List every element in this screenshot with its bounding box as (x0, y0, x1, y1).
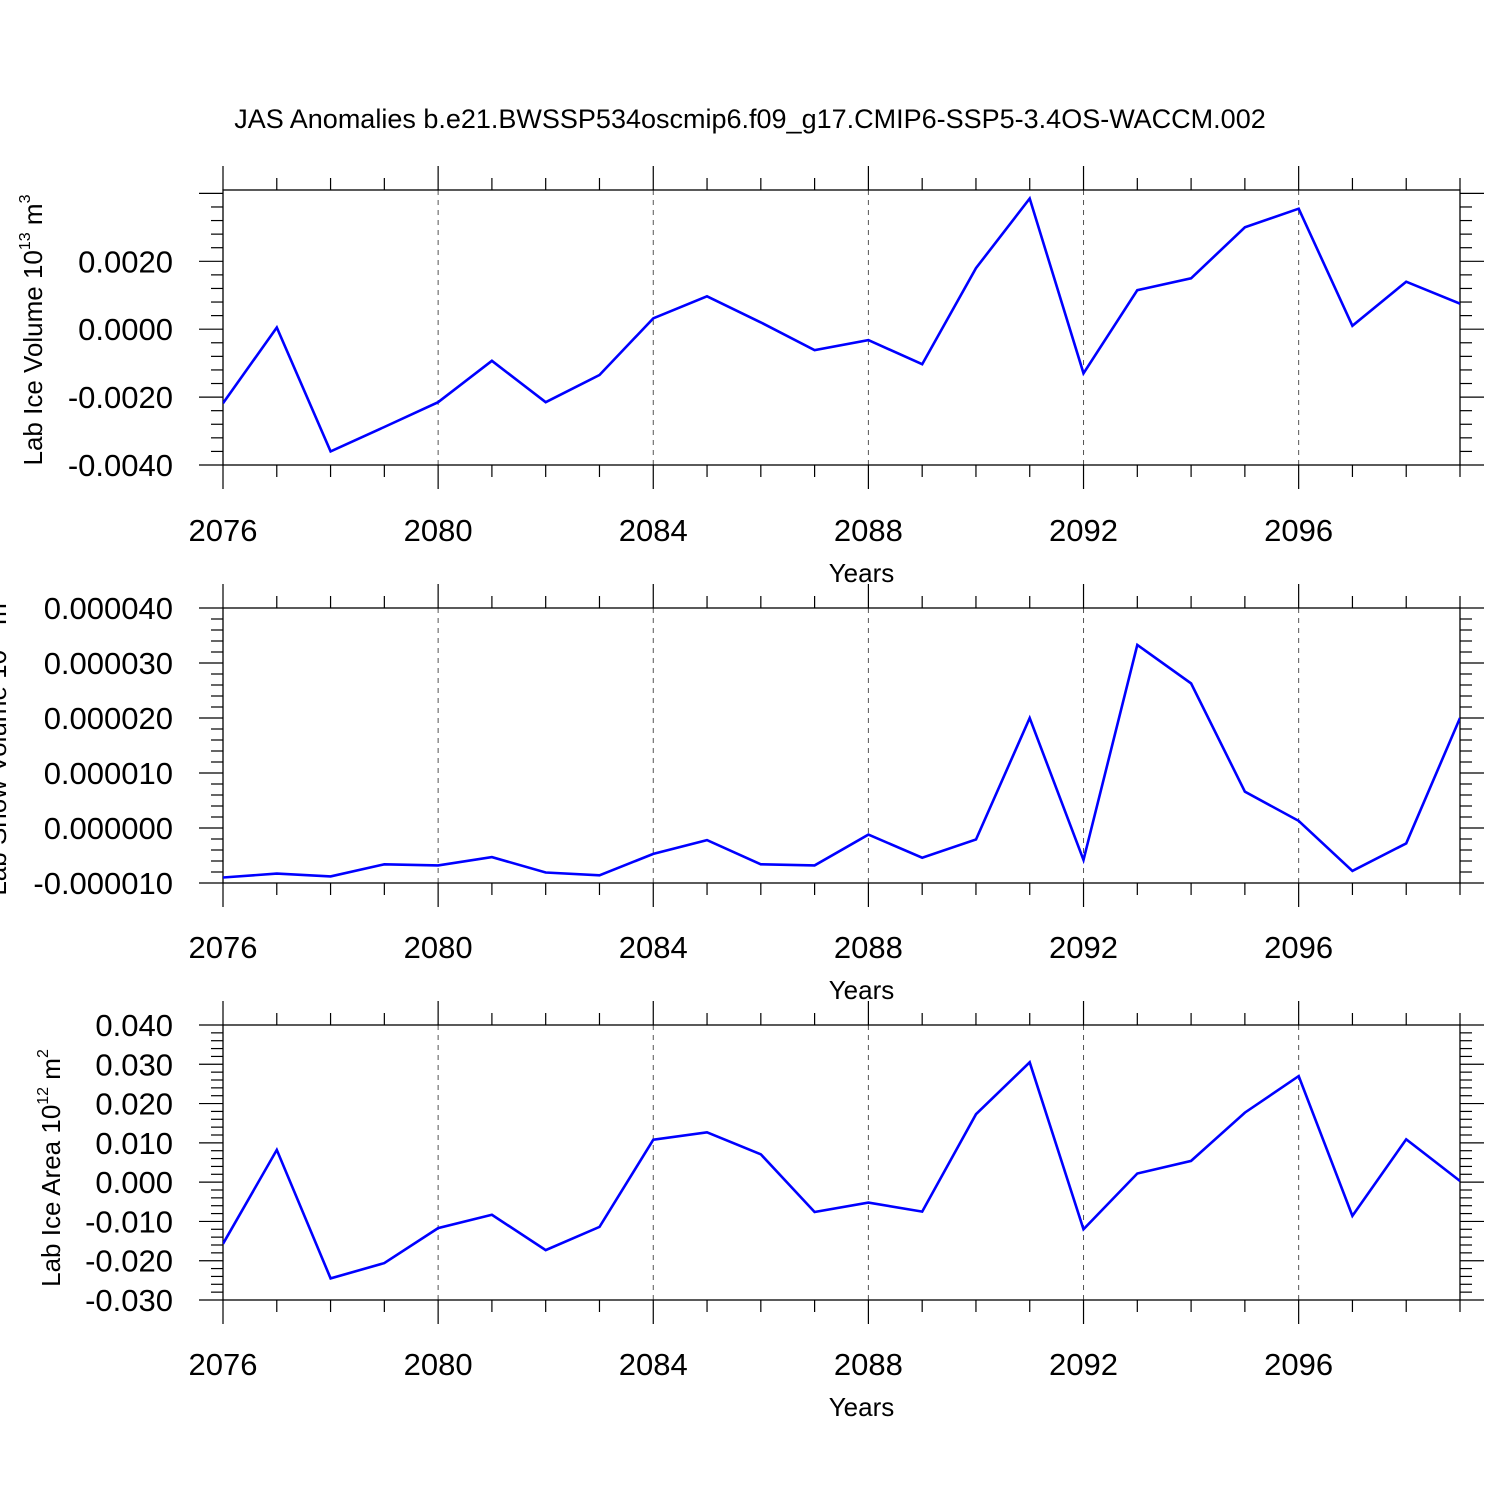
y-tick-label: 0.000000 (44, 811, 173, 846)
ice-area-plot-frame (222, 1024, 1461, 1301)
x-tick-label: 2084 (619, 1347, 688, 1382)
y-tick-label: -0.010 (85, 1204, 173, 1239)
x-tick-label: 2088 (834, 1347, 903, 1382)
ice-area-series-line (223, 1059, 1460, 1280)
y-tick-label: -0.0040 (68, 448, 173, 483)
x-tick-label: 2076 (189, 930, 258, 965)
x-tick-label: 2076 (189, 513, 258, 548)
x-tick-label: 2084 (619, 930, 688, 965)
snow-volume-y-axis-title: Lab Snow Volume 1013 m3 (0, 594, 12, 895)
x-tick-label: 2096 (1264, 513, 1333, 548)
x-tick-label: 2080 (404, 513, 473, 548)
x-tick-label: 2092 (1049, 1347, 1118, 1382)
y-tick-label: -0.030 (85, 1283, 173, 1318)
x-tick-label: 2084 (619, 513, 688, 548)
y-tick-label: 0.000 (95, 1165, 173, 1200)
y-tick-label: 0.000040 (44, 591, 173, 626)
snow-volume-plot-frame (222, 607, 1461, 884)
y-tick-label: 0.000020 (44, 701, 173, 736)
snow-volume-x-axis-title: Years (829, 975, 895, 1005)
ice-volume-x-axis-title: Years (829, 558, 895, 588)
ice-volume-series-line (223, 195, 1460, 454)
x-tick-label: 2080 (404, 930, 473, 965)
figure-title: JAS Anomalies b.e21.BWSSP534oscmip6.f09_… (234, 104, 1265, 134)
snow-volume-series-line (223, 642, 1460, 879)
y-tick-label: -0.0020 (68, 380, 173, 415)
y-tick-label: 0.030 (95, 1047, 173, 1082)
y-tick-label: -0.000010 (33, 866, 173, 901)
y-tick-label: 0.040 (95, 1008, 173, 1043)
panel-ice-volume: 2076 2080 2084 2088 2092 2096 Years -0.0040 -0.0… (17, 166, 1484, 588)
y-tick-label: -0.020 (85, 1244, 173, 1279)
ice-volume-y-axis-title: Lab Ice Volume 1013 m3 (17, 194, 48, 465)
ice-area-y-axis-title: Lab Ice Area 1012 m2 (35, 1049, 66, 1287)
ice-volume-plot-frame (222, 189, 1461, 466)
x-tick-label: 2092 (1049, 930, 1118, 965)
x-tick-label: 2076 (189, 1347, 258, 1382)
x-tick-label: 2096 (1264, 930, 1333, 965)
x-tick-label: 2080 (404, 1347, 473, 1382)
y-tick-label: 0.010 (95, 1126, 173, 1161)
y-tick-label: 0.0000 (78, 312, 173, 347)
y-tick-label: 0.000030 (44, 646, 173, 681)
x-tick-label: 2088 (834, 513, 903, 548)
y-tick-label: 0.000010 (44, 756, 173, 791)
ice-area-x-axis-title: Years (829, 1392, 895, 1422)
x-tick-label: 2092 (1049, 513, 1118, 548)
y-tick-label: 0.020 (95, 1087, 173, 1122)
panel-ice-area: 2076 2080 2084 2088 2092 2096 Years -0.030 -0.02… (35, 1001, 1484, 1422)
x-tick-label: 2096 (1264, 1347, 1333, 1382)
x-tick-label: 2088 (834, 930, 903, 965)
y-tick-label: 0.0020 (78, 244, 173, 279)
panel-snow-volume: 2076 2080 2084 2088 2092 2096 Years -0.000010 0.… (0, 584, 1484, 1005)
